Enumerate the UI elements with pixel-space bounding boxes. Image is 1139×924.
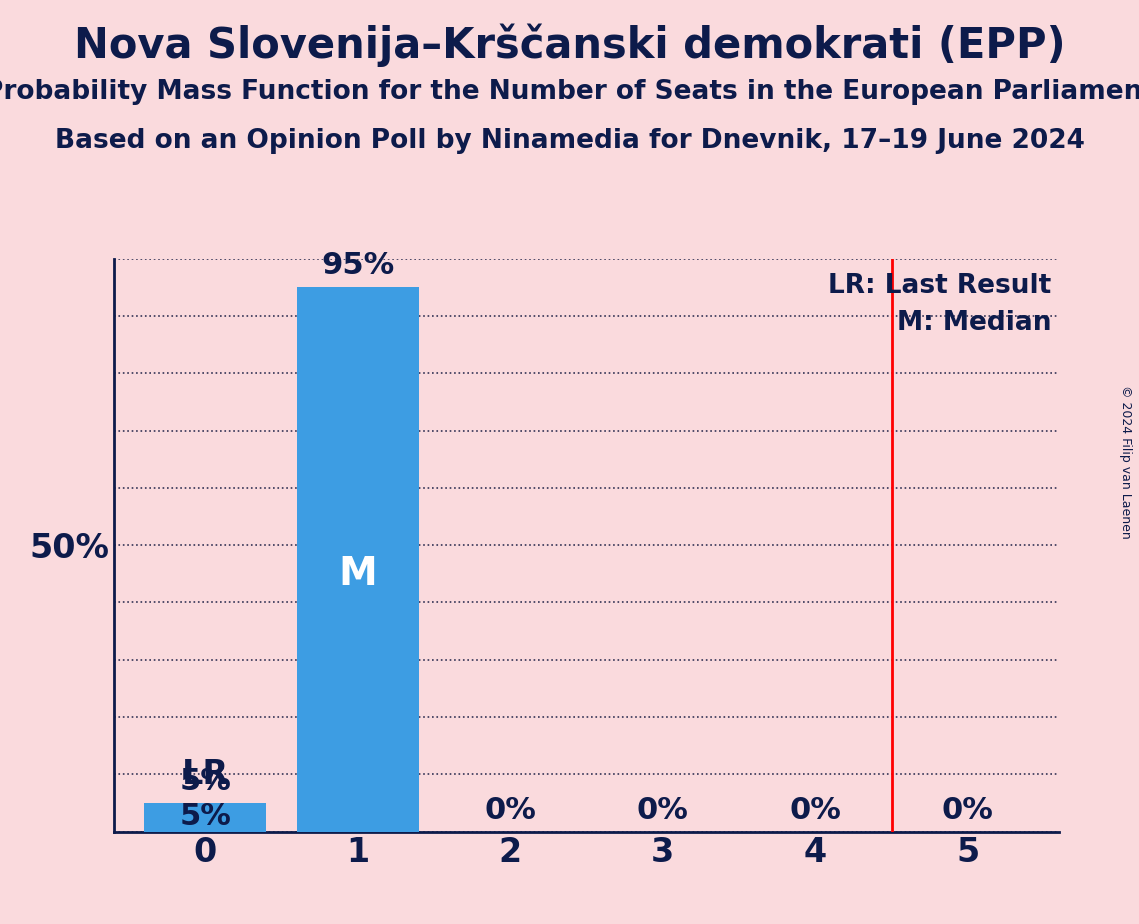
Text: Probability Mass Function for the Number of Seats in the European Parliament: Probability Mass Function for the Number… [0,79,1139,104]
Text: LR: LR [182,759,229,792]
Bar [145,803,267,832]
Text: M: M [338,554,377,593]
Bar [297,287,419,832]
Text: 95%: 95% [321,251,394,281]
Text: Nova Slovenija–Krščanski demokrati (EPP): Nova Slovenija–Krščanski demokrati (EPP) [74,23,1065,67]
Text: 0%: 0% [942,796,993,825]
Text: Based on an Opinion Poll by Ninamedia for Dnevnik, 17–19 June 2024: Based on an Opinion Poll by Ninamedia fo… [55,128,1084,153]
Text: © 2024 Filip van Laenen: © 2024 Filip van Laenen [1118,385,1132,539]
Text: 0%: 0% [637,796,689,825]
Text: 5%: 5% [180,767,231,796]
Text: M: Median: M: Median [898,310,1051,336]
Text: 5%: 5% [180,802,231,831]
Text: 0%: 0% [484,796,536,825]
Text: 0%: 0% [789,796,842,825]
Text: LR: Last Result: LR: Last Result [828,274,1051,299]
